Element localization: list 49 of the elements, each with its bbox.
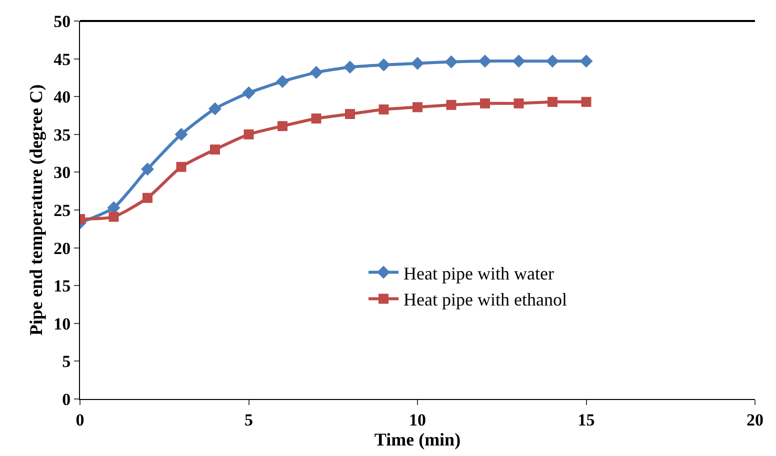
point bbox=[377, 58, 390, 72]
y-tick-label: 35 bbox=[54, 125, 71, 144]
y-tick-label: 25 bbox=[54, 200, 71, 220]
point bbox=[242, 86, 256, 100]
x-tick-label: 0 bbox=[76, 410, 84, 430]
point bbox=[546, 54, 559, 68]
point bbox=[310, 66, 323, 79]
point bbox=[444, 55, 458, 68]
point bbox=[141, 162, 154, 176]
point bbox=[278, 121, 288, 132]
point bbox=[108, 212, 119, 222]
x-tick-label: 15 bbox=[578, 410, 595, 430]
y-tick-label: 20 bbox=[54, 238, 71, 258]
point bbox=[176, 162, 186, 172]
y-tick-label: 45 bbox=[54, 50, 71, 69]
x-axis-title: Time (min) bbox=[374, 429, 461, 450]
y-tick-label: 40 bbox=[54, 88, 71, 107]
x-tick-label: 10 bbox=[409, 410, 426, 430]
x-tick-label: 20 bbox=[746, 410, 764, 430]
y-tick-label: 50 bbox=[54, 12, 71, 31]
point bbox=[311, 114, 322, 124]
point bbox=[512, 54, 526, 68]
y-tick-label: 5 bbox=[62, 352, 71, 372]
point bbox=[345, 108, 355, 119]
point bbox=[210, 144, 220, 155]
point bbox=[514, 98, 524, 108]
point bbox=[174, 128, 188, 141]
y-axis-title: Pipe end temperature (degree C) bbox=[26, 84, 46, 336]
legend-label: Heat pipe with water bbox=[404, 263, 554, 284]
x-tick-label: 5 bbox=[244, 410, 253, 430]
point bbox=[378, 104, 389, 114]
point bbox=[276, 74, 289, 88]
point bbox=[478, 54, 492, 68]
point bbox=[411, 56, 424, 70]
legend-label: Heat pipe with ethanol bbox=[404, 290, 567, 310]
y-tick-label: 10 bbox=[54, 314, 71, 334]
point bbox=[344, 60, 356, 74]
point bbox=[412, 102, 422, 112]
y-tick-label: 30 bbox=[54, 163, 71, 182]
point bbox=[244, 129, 254, 140]
point bbox=[548, 96, 558, 107]
point bbox=[208, 102, 222, 116]
point bbox=[580, 54, 593, 68]
point bbox=[142, 192, 152, 203]
y-tick-label: 0 bbox=[62, 390, 71, 409]
point bbox=[480, 98, 490, 108]
point bbox=[581, 96, 592, 107]
y-tick-label: 15 bbox=[54, 276, 71, 296]
point bbox=[446, 100, 456, 110]
